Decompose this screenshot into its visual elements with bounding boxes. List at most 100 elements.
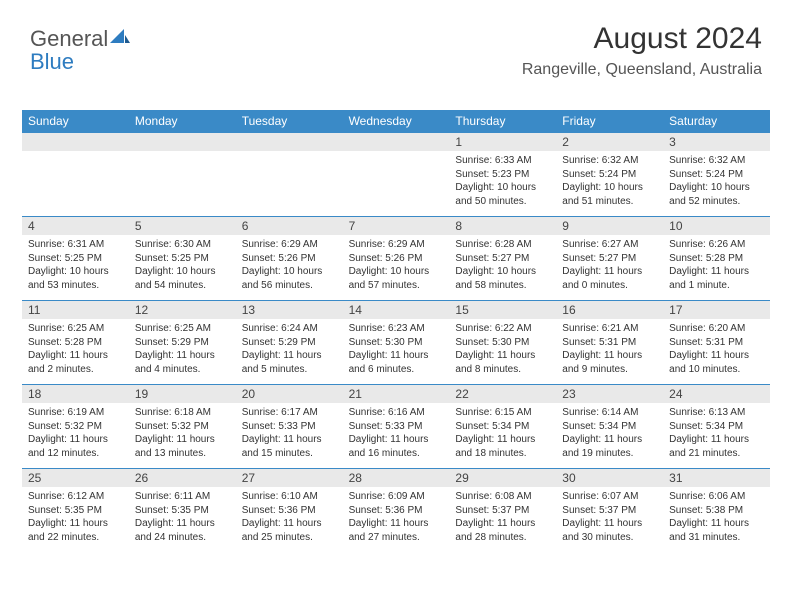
calendar-cell: 7Sunrise: 6:29 AMSunset: 5:26 PMDaylight… <box>343 216 450 300</box>
day-info: Sunrise: 6:13 AMSunset: 5:34 PMDaylight:… <box>663 403 770 464</box>
day-number: 1 <box>449 133 556 151</box>
empty-day-bar <box>22 133 129 151</box>
brand-sail-icon <box>110 29 130 51</box>
day-number: 6 <box>236 217 343 235</box>
calendar-cell: 11Sunrise: 6:25 AMSunset: 5:28 PMDayligh… <box>22 300 129 384</box>
day-info: Sunrise: 6:25 AMSunset: 5:28 PMDaylight:… <box>22 319 129 380</box>
day-info: Sunrise: 6:23 AMSunset: 5:30 PMDaylight:… <box>343 319 450 380</box>
day-info: Sunrise: 6:08 AMSunset: 5:37 PMDaylight:… <box>449 487 556 548</box>
day-number: 18 <box>22 385 129 403</box>
empty-day-bar <box>236 133 343 151</box>
calendar-cell: 26Sunrise: 6:11 AMSunset: 5:35 PMDayligh… <box>129 468 236 552</box>
calendar-cell: 9Sunrise: 6:27 AMSunset: 5:27 PMDaylight… <box>556 216 663 300</box>
calendar-cell <box>22 132 129 216</box>
calendar-cell: 14Sunrise: 6:23 AMSunset: 5:30 PMDayligh… <box>343 300 450 384</box>
day-number: 14 <box>343 301 450 319</box>
day-info: Sunrise: 6:15 AMSunset: 5:34 PMDaylight:… <box>449 403 556 464</box>
day-number: 11 <box>22 301 129 319</box>
day-info: Sunrise: 6:32 AMSunset: 5:24 PMDaylight:… <box>663 151 770 212</box>
day-info: Sunrise: 6:17 AMSunset: 5:33 PMDaylight:… <box>236 403 343 464</box>
calendar-cell: 6Sunrise: 6:29 AMSunset: 5:26 PMDaylight… <box>236 216 343 300</box>
location-text: Rangeville, Queensland, Australia <box>522 61 762 79</box>
day-number: 25 <box>22 469 129 487</box>
day-info: Sunrise: 6:10 AMSunset: 5:36 PMDaylight:… <box>236 487 343 548</box>
calendar-cell: 20Sunrise: 6:17 AMSunset: 5:33 PMDayligh… <box>236 384 343 468</box>
calendar-cell: 1Sunrise: 6:33 AMSunset: 5:23 PMDaylight… <box>449 132 556 216</box>
day-number: 12 <box>129 301 236 319</box>
brand-second: Blue <box>30 49 74 74</box>
calendar-cell: 5Sunrise: 6:30 AMSunset: 5:25 PMDaylight… <box>129 216 236 300</box>
day-info: Sunrise: 6:06 AMSunset: 5:38 PMDaylight:… <box>663 487 770 548</box>
month-title: August 2024 <box>522 22 762 55</box>
day-info: Sunrise: 6:20 AMSunset: 5:31 PMDaylight:… <box>663 319 770 380</box>
day-number: 8 <box>449 217 556 235</box>
day-info: Sunrise: 6:28 AMSunset: 5:27 PMDaylight:… <box>449 235 556 296</box>
day-header: Wednesday <box>343 110 450 132</box>
day-number: 28 <box>343 469 450 487</box>
day-number: 30 <box>556 469 663 487</box>
day-number: 29 <box>449 469 556 487</box>
day-number: 2 <box>556 133 663 151</box>
day-info: Sunrise: 6:33 AMSunset: 5:23 PMDaylight:… <box>449 151 556 212</box>
day-number: 23 <box>556 385 663 403</box>
calendar-cell: 21Sunrise: 6:16 AMSunset: 5:33 PMDayligh… <box>343 384 450 468</box>
header: General Blue August 2024 Rangeville, Que… <box>0 0 792 90</box>
day-header: Sunday <box>22 110 129 132</box>
day-info: Sunrise: 6:27 AMSunset: 5:27 PMDaylight:… <box>556 235 663 296</box>
calendar-grid: SundayMondayTuesdayWednesdayThursdayFrid… <box>22 110 770 552</box>
day-header: Thursday <box>449 110 556 132</box>
day-info: Sunrise: 6:32 AMSunset: 5:24 PMDaylight:… <box>556 151 663 212</box>
day-info: Sunrise: 6:07 AMSunset: 5:37 PMDaylight:… <box>556 487 663 548</box>
calendar-cell: 2Sunrise: 6:32 AMSunset: 5:24 PMDaylight… <box>556 132 663 216</box>
day-info: Sunrise: 6:30 AMSunset: 5:25 PMDaylight:… <box>129 235 236 296</box>
calendar-cell <box>236 132 343 216</box>
day-info: Sunrise: 6:19 AMSunset: 5:32 PMDaylight:… <box>22 403 129 464</box>
calendar-cell: 13Sunrise: 6:24 AMSunset: 5:29 PMDayligh… <box>236 300 343 384</box>
calendar-cell: 10Sunrise: 6:26 AMSunset: 5:28 PMDayligh… <box>663 216 770 300</box>
empty-day-bar <box>343 133 450 151</box>
day-number: 19 <box>129 385 236 403</box>
calendar-cell: 18Sunrise: 6:19 AMSunset: 5:32 PMDayligh… <box>22 384 129 468</box>
calendar-cell: 28Sunrise: 6:09 AMSunset: 5:36 PMDayligh… <box>343 468 450 552</box>
calendar-cell: 30Sunrise: 6:07 AMSunset: 5:37 PMDayligh… <box>556 468 663 552</box>
day-number: 27 <box>236 469 343 487</box>
day-header: Friday <box>556 110 663 132</box>
calendar-cell: 25Sunrise: 6:12 AMSunset: 5:35 PMDayligh… <box>22 468 129 552</box>
empty-day-bar <box>129 133 236 151</box>
day-number: 17 <box>663 301 770 319</box>
day-header: Tuesday <box>236 110 343 132</box>
calendar-cell: 17Sunrise: 6:20 AMSunset: 5:31 PMDayligh… <box>663 300 770 384</box>
day-info: Sunrise: 6:21 AMSunset: 5:31 PMDaylight:… <box>556 319 663 380</box>
day-number: 22 <box>449 385 556 403</box>
day-number: 21 <box>343 385 450 403</box>
day-number: 7 <box>343 217 450 235</box>
day-number: 4 <box>22 217 129 235</box>
day-info: Sunrise: 6:29 AMSunset: 5:26 PMDaylight:… <box>343 235 450 296</box>
calendar-cell <box>343 132 450 216</box>
day-number: 13 <box>236 301 343 319</box>
day-info: Sunrise: 6:29 AMSunset: 5:26 PMDaylight:… <box>236 235 343 296</box>
calendar-cell: 19Sunrise: 6:18 AMSunset: 5:32 PMDayligh… <box>129 384 236 468</box>
day-info: Sunrise: 6:14 AMSunset: 5:34 PMDaylight:… <box>556 403 663 464</box>
day-info: Sunrise: 6:18 AMSunset: 5:32 PMDaylight:… <box>129 403 236 464</box>
calendar-cell: 4Sunrise: 6:31 AMSunset: 5:25 PMDaylight… <box>22 216 129 300</box>
day-number: 16 <box>556 301 663 319</box>
day-number: 15 <box>449 301 556 319</box>
title-block: August 2024 Rangeville, Queensland, Aust… <box>522 22 762 79</box>
day-number: 31 <box>663 469 770 487</box>
calendar-cell: 31Sunrise: 6:06 AMSunset: 5:38 PMDayligh… <box>663 468 770 552</box>
day-info: Sunrise: 6:31 AMSunset: 5:25 PMDaylight:… <box>22 235 129 296</box>
day-number: 3 <box>663 133 770 151</box>
day-info: Sunrise: 6:26 AMSunset: 5:28 PMDaylight:… <box>663 235 770 296</box>
calendar-cell: 24Sunrise: 6:13 AMSunset: 5:34 PMDayligh… <box>663 384 770 468</box>
day-number: 5 <box>129 217 236 235</box>
day-info: Sunrise: 6:09 AMSunset: 5:36 PMDaylight:… <box>343 487 450 548</box>
calendar-cell: 29Sunrise: 6:08 AMSunset: 5:37 PMDayligh… <box>449 468 556 552</box>
day-info: Sunrise: 6:24 AMSunset: 5:29 PMDaylight:… <box>236 319 343 380</box>
day-number: 26 <box>129 469 236 487</box>
calendar-cell: 22Sunrise: 6:15 AMSunset: 5:34 PMDayligh… <box>449 384 556 468</box>
day-number: 24 <box>663 385 770 403</box>
day-info: Sunrise: 6:22 AMSunset: 5:30 PMDaylight:… <box>449 319 556 380</box>
calendar-cell: 12Sunrise: 6:25 AMSunset: 5:29 PMDayligh… <box>129 300 236 384</box>
calendar-cell <box>129 132 236 216</box>
